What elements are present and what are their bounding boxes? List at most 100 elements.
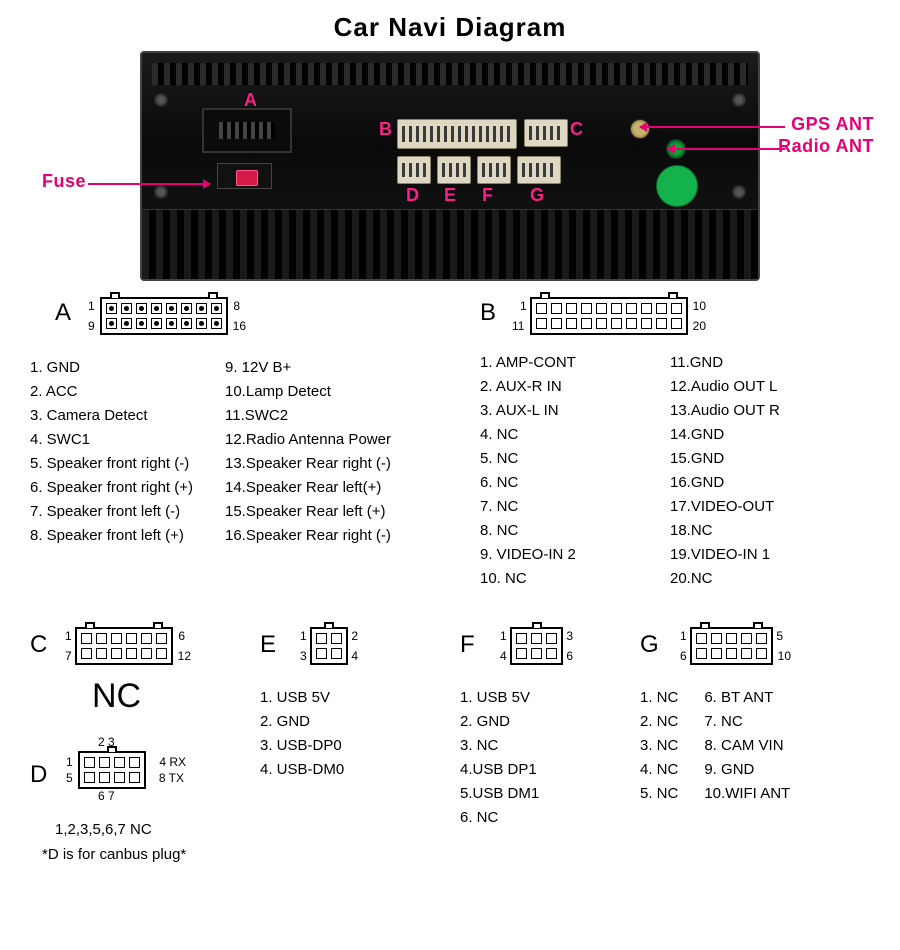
pin-item: 2. GND	[260, 710, 344, 734]
pin-item: 2. ACC	[30, 380, 193, 404]
letter-G: G	[530, 185, 544, 206]
pin-item: 3. NC	[640, 734, 678, 758]
pin-item: 1. NC	[640, 686, 678, 710]
pin-item: 13.Audio OUT R	[670, 399, 780, 423]
connD-note1: 1,2,3,5,6,7 NC	[55, 821, 152, 838]
conn-B	[397, 119, 517, 149]
connB-pins-11-20: 11.GND12.Audio OUT L13.Audio OUT R14.GND…	[670, 351, 780, 591]
pin-item: 4. NC	[480, 423, 576, 447]
letter-B: B	[379, 119, 392, 140]
pin-item: 10. NC	[480, 567, 576, 591]
pin-item: 13.Speaker Rear right (-)	[225, 452, 391, 476]
connF-pins: 1. USB 5V2. GND3. NC4.USB DP15.USB DM16.…	[460, 686, 539, 830]
connG-header: G	[640, 631, 659, 659]
pin-item: 6. NC	[480, 471, 576, 495]
connC-diagram: 1 6 7 12	[75, 627, 173, 665]
qc-badge	[656, 165, 698, 207]
pin-item: 14.GND	[670, 423, 780, 447]
pin-item: 3. AUX-L IN	[480, 399, 576, 423]
connF-diagram: 1 3 4 6	[510, 627, 563, 665]
pin-item: 1. USB 5V	[260, 686, 344, 710]
pin-item: 7. NC	[704, 710, 790, 734]
connB-header: B	[480, 299, 496, 327]
connA-letter: A	[55, 299, 71, 326]
conn-E	[437, 156, 471, 184]
pin-item: 10.WIFI ANT	[704, 782, 790, 806]
page-title: Car Navi Diagram	[0, 0, 900, 51]
pin-item: 1. AMP-CONT	[480, 351, 576, 375]
connD-letter: D	[30, 761, 47, 788]
connE-header: E	[260, 631, 276, 659]
conn-C	[524, 119, 568, 147]
pin-item: 4. USB-DM0	[260, 758, 344, 782]
connD-note2: *D is for canbus plug*	[42, 846, 186, 863]
pin-item: 20.NC	[670, 567, 780, 591]
connF-letter: F	[460, 631, 475, 658]
pin-item: 4. SWC1	[30, 428, 193, 452]
pin-item: 6. NC	[460, 806, 539, 830]
conn-G	[517, 156, 561, 184]
connB-pins-1-10: 1. AMP-CONT2. AUX-R IN3. AUX-L IN4. NC5.…	[480, 351, 576, 591]
pin-item: 2. NC	[640, 710, 678, 734]
pin-item: 3. NC	[460, 734, 539, 758]
letter-A: A	[244, 90, 257, 111]
letter-E: E	[444, 185, 456, 206]
pin-item: 2. GND	[460, 710, 539, 734]
connC-header: C	[30, 631, 47, 659]
pin-item: 4.USB DP1	[460, 758, 539, 782]
pin-item: 12.Radio Antenna Power	[225, 428, 391, 452]
connG-pins-1-5: 1. NC2. NC3. NC4. NC5. NC	[640, 686, 678, 806]
radio-label: Radio ANT	[778, 136, 874, 157]
navi-photo: A B C D E F G	[140, 51, 760, 281]
pin-item: 11.SWC2	[225, 404, 391, 428]
pin-item: 10.Lamp Detect	[225, 380, 391, 404]
connE-diagram: 1 2 3 4	[310, 627, 348, 665]
gps-arrow	[640, 126, 785, 128]
connA-header: A	[55, 299, 71, 327]
conn-F	[477, 156, 511, 184]
pin-item: 6. Speaker front right (+)	[30, 476, 193, 500]
letter-C: C	[570, 119, 583, 140]
pin-item: 6. BT ANT	[704, 686, 790, 710]
pin-item: 5. NC	[640, 782, 678, 806]
pin-item: 5. Speaker front right (-)	[30, 452, 193, 476]
gps-label: GPS ANT	[791, 114, 874, 135]
connC-NC: NC	[92, 677, 141, 716]
radio-arrow	[668, 148, 785, 150]
connA-diagram: 1 8 9 16	[100, 297, 228, 335]
connG-letter: G	[640, 631, 659, 658]
pin-item: 5. NC	[480, 447, 576, 471]
connE-letter: E	[260, 631, 276, 658]
pin-item: 1. GND	[30, 356, 193, 380]
conn-D	[397, 156, 431, 184]
pin-item: 8. Speaker front left (+)	[30, 524, 193, 548]
pin-item: 16.GND	[670, 471, 780, 495]
pin-item: 9. GND	[704, 758, 790, 782]
pin-item: 1. USB 5V	[460, 686, 539, 710]
connD-header: D	[30, 761, 47, 789]
pin-item: 9. 12V B+	[225, 356, 391, 380]
connD-diagram: 1 4 RX 5 8 TX 2 3 6 7	[78, 751, 146, 789]
pin-item: 11.GND	[670, 351, 780, 375]
pin-item: 8. CAM VIN	[704, 734, 790, 758]
pin-item: 8. NC	[480, 519, 576, 543]
pin-item: 7. NC	[480, 495, 576, 519]
fuse-label: Fuse	[42, 171, 86, 192]
connA-pins-1-8: 1. GND2. ACC3. Camera Detect4. SWC15. Sp…	[30, 356, 193, 548]
pin-item: 4. NC	[640, 758, 678, 782]
letter-F: F	[482, 185, 493, 206]
pinout-section: A 1 8 9 16 1. GND2. ACC3. Camera Detect4…	[0, 291, 900, 941]
pin-item: 19.VIDEO-IN 1	[670, 543, 780, 567]
connF-header: F	[460, 631, 475, 659]
pin-item: 14.Speaker Rear left(+)	[225, 476, 391, 500]
connA-pins-9-16: 9. 12V B+10.Lamp Detect11.SWC212.Radio A…	[225, 356, 391, 548]
connC-letter: C	[30, 631, 47, 658]
letter-D: D	[406, 185, 419, 206]
connE-pins: 1. USB 5V2. GND3. USB-DP04. USB-DM0	[260, 686, 344, 782]
fuse-box	[217, 163, 272, 189]
pin-item: 9. VIDEO-IN 2	[480, 543, 576, 567]
connG-diagram: 1 5 6 10	[690, 627, 773, 665]
pin-item: 18.NC	[670, 519, 780, 543]
pin-item: 2. AUX-R IN	[480, 375, 576, 399]
pin-item: 5.USB DM1	[460, 782, 539, 806]
